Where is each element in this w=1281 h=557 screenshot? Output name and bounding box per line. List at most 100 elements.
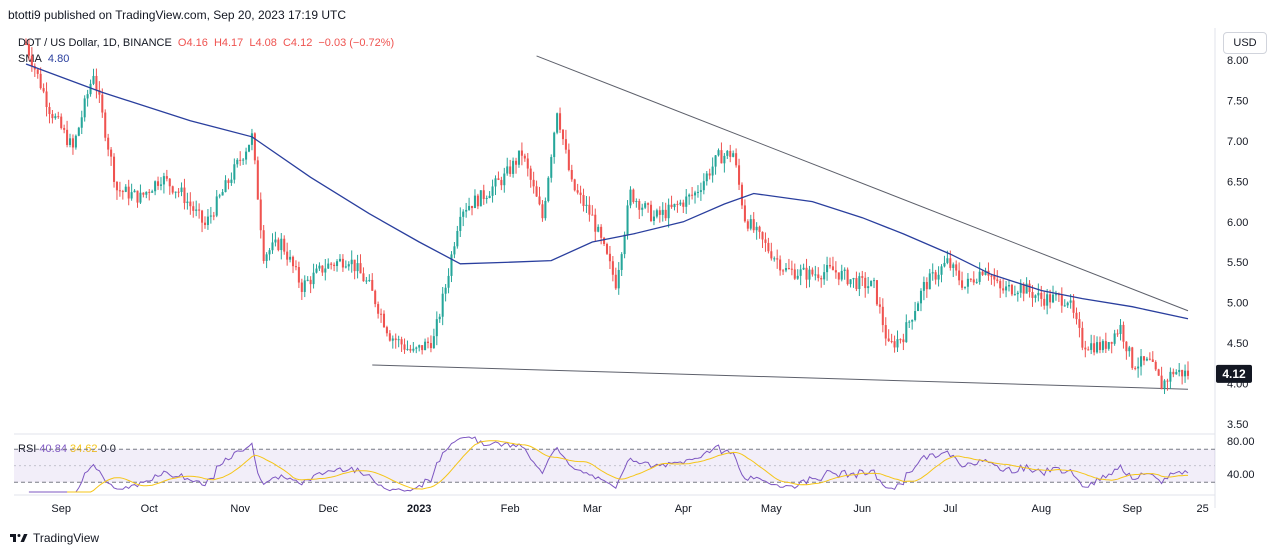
candle-body: [914, 311, 917, 320]
candle-body: [485, 198, 488, 200]
candle-body: [708, 173, 711, 176]
candle-body: [564, 139, 567, 150]
candle-body: [377, 304, 380, 314]
candle-body: [30, 55, 33, 67]
candle-body: [796, 275, 799, 279]
candle-body: [529, 168, 532, 180]
candle-body: [198, 209, 201, 211]
candle-body: [280, 238, 283, 251]
open-value: O4.16: [177, 37, 208, 49]
candle-body: [1137, 366, 1140, 369]
candle-body: [289, 256, 292, 260]
tradingview-footer[interactable]: TradingView: [10, 531, 99, 545]
candle-body: [975, 281, 978, 283]
candle-body: [382, 313, 386, 328]
candle-body: [92, 75, 95, 84]
rsi-line: [28, 436, 1189, 493]
candle-body: [570, 169, 573, 180]
currency-button[interactable]: USD: [1223, 32, 1267, 54]
candle-body: [523, 155, 526, 159]
candle-body: [80, 117, 83, 128]
candle-body: [541, 204, 544, 219]
low-value: L4.08: [249, 37, 277, 49]
candle-body: [1151, 359, 1154, 362]
candle-body: [330, 263, 333, 265]
chart-legend: DOT / US Dollar, 1D, BINANCE O4.16 H4.17…: [18, 35, 397, 67]
candle-body: [770, 251, 773, 259]
candle-body: [1025, 283, 1028, 294]
candle-body: [826, 264, 829, 273]
candle-body: [1142, 356, 1146, 361]
candle-body: [670, 204, 673, 208]
last-price-badge: [1216, 364, 1252, 383]
candle-body: [1046, 294, 1049, 306]
candle-body: [456, 230, 459, 247]
change-value: −0.03 (−0.72%): [318, 37, 395, 49]
candle-body: [726, 150, 729, 156]
candle-body: [391, 338, 394, 341]
sma-line: [25, 63, 1189, 320]
candle-body: [212, 215, 215, 217]
candle-body: [227, 180, 230, 183]
symbol-label[interactable]: DOT / US Dollar, 1D, BINANCE: [18, 37, 172, 49]
candle-body: [990, 275, 993, 277]
trendlines: [372, 55, 1189, 390]
candle-body: [1157, 369, 1160, 376]
candle-body: [1113, 333, 1116, 344]
candle-body: [347, 264, 350, 267]
sma-row: SMA 4.80: [18, 51, 397, 67]
candle-body: [206, 216, 209, 226]
candle-body: [1028, 283, 1031, 292]
candle-body: [981, 271, 984, 275]
price-tick-label: 7.00: [1227, 136, 1248, 148]
price-tick-label: 6.50: [1227, 176, 1248, 188]
candle-body: [958, 270, 961, 281]
candle-body: [186, 201, 189, 204]
candle-body: [1134, 367, 1137, 369]
candle-body: [790, 268, 793, 270]
candle-body: [515, 160, 518, 165]
candle-body: [262, 230, 265, 261]
candle-body: [312, 272, 315, 285]
rsi-label[interactable]: RSI: [18, 443, 37, 455]
candle-body: [110, 149, 113, 157]
candle-body: [896, 339, 899, 348]
sma-label[interactable]: SMA: [18, 53, 42, 65]
candle-body: [309, 279, 312, 285]
candle-body: [162, 176, 165, 185]
candle-body: [758, 226, 761, 232]
candle-body: [1101, 341, 1104, 351]
candle-body: [937, 274, 940, 280]
candle-body: [919, 290, 923, 304]
time-tick-label: Oct: [141, 503, 158, 515]
candle-body: [356, 263, 359, 272]
candle-body: [1166, 380, 1169, 382]
candle-body: [799, 269, 802, 276]
candle-body: [905, 322, 908, 343]
candle-body: [424, 341, 427, 351]
candle-body: [720, 150, 723, 164]
candle-body: [623, 234, 626, 255]
high-value: H4.17: [213, 37, 244, 49]
candle-body: [473, 195, 476, 209]
candle-body: [362, 273, 365, 282]
candle-body: [1163, 380, 1166, 390]
candle-body: [846, 269, 849, 285]
candle-body: [969, 278, 972, 280]
candle-body: [133, 190, 136, 193]
axes: 8.007.507.006.506.005.505.004.504.003.50…: [51, 55, 1254, 515]
candle-body: [1181, 369, 1184, 377]
candle-body: [1098, 342, 1101, 351]
candle-body: [145, 191, 148, 195]
candle-body: [1051, 294, 1055, 303]
candle-body: [83, 98, 86, 118]
candle-body: [735, 153, 738, 166]
candle-body: [271, 242, 274, 251]
candle-body: [509, 166, 512, 174]
candle-body: [1154, 361, 1157, 370]
trendline: [372, 364, 1189, 390]
candle-body: [608, 253, 611, 262]
candle-body: [130, 192, 133, 199]
candle-body: [520, 150, 523, 156]
